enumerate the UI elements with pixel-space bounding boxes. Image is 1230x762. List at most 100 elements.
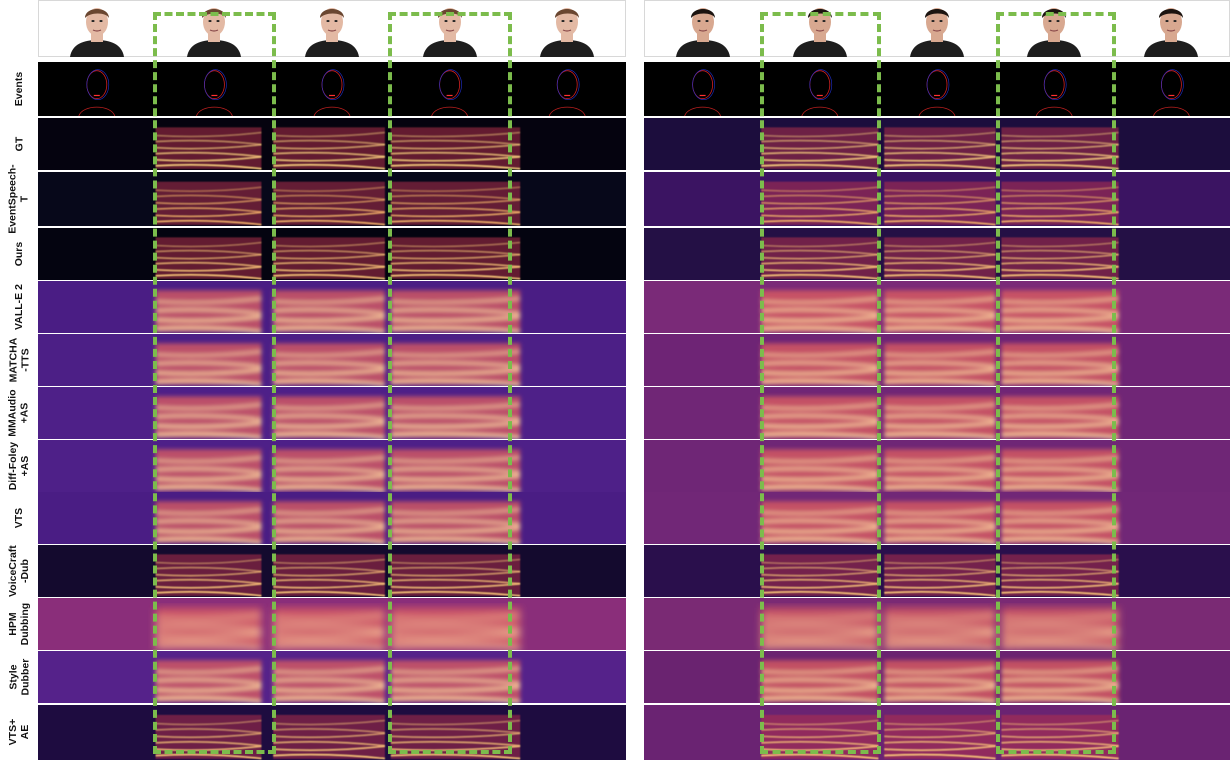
speech-segment bbox=[884, 714, 996, 760]
speech-segment bbox=[390, 660, 521, 703]
speech-segment bbox=[155, 554, 262, 597]
speech-segment bbox=[1001, 396, 1119, 439]
spectrogram-image bbox=[155, 396, 521, 439]
spectrogram-image bbox=[761, 501, 1119, 544]
event-outline bbox=[1035, 69, 1073, 116]
row-label-mmaudio-as: MMAudio +AS bbox=[6, 389, 31, 437]
spectrogram-row-gt bbox=[38, 118, 626, 170]
row-label-events: Events bbox=[12, 71, 25, 107]
speech-segment bbox=[1001, 449, 1119, 492]
spectrogram-row-vts_ae bbox=[644, 705, 1230, 760]
speech-segment bbox=[1001, 607, 1119, 650]
speech-segment bbox=[884, 181, 996, 226]
spectrogram-image bbox=[761, 554, 1119, 597]
spectrogram-row-vts_ae bbox=[38, 705, 626, 760]
speech-segment bbox=[273, 449, 386, 492]
spectrogram-image bbox=[761, 290, 1119, 333]
speech-segment bbox=[761, 501, 879, 544]
video-frame-5 bbox=[508, 0, 626, 57]
face-thumbnail bbox=[69, 8, 124, 57]
face-thumbnail bbox=[187, 8, 242, 57]
right-comparison-panel bbox=[644, 0, 1230, 762]
row-label-valle2: VALL-E 2 bbox=[12, 284, 25, 330]
speech-segment bbox=[761, 607, 879, 650]
spectrogram-image bbox=[761, 127, 1119, 170]
speech-segment bbox=[273, 607, 386, 650]
speech-segment bbox=[390, 237, 521, 280]
spectrogram-row-matcha_tts bbox=[38, 334, 626, 386]
spectrogram-row-vts bbox=[644, 492, 1230, 544]
event-outline bbox=[1153, 69, 1190, 116]
spectrogram-image bbox=[155, 449, 521, 492]
spectrogram-row-mmaudio_as bbox=[38, 387, 626, 439]
speech-segment bbox=[1001, 127, 1119, 170]
event-outline bbox=[918, 69, 956, 116]
spectrogram-image bbox=[155, 290, 521, 333]
speech-segment bbox=[273, 290, 386, 333]
event-outline bbox=[196, 69, 233, 116]
row-label-style-dubber: Style Dubber bbox=[6, 658, 31, 696]
spectrogram-row-eventspeech_t bbox=[644, 172, 1230, 226]
speech-segment bbox=[1001, 660, 1119, 703]
video-frame-4 bbox=[996, 0, 1113, 57]
row-label-difffoley-as: Diff-Foley +AS bbox=[6, 441, 32, 491]
event-outline bbox=[548, 69, 586, 116]
speech-segment bbox=[761, 343, 879, 386]
spectrogram-image bbox=[155, 554, 521, 597]
row-label-eventspeech-t: EventSpeech- T bbox=[6, 164, 32, 234]
spectrogram-row-matcha_tts bbox=[644, 334, 1230, 386]
speech-segment bbox=[155, 714, 262, 760]
speech-segment bbox=[155, 237, 262, 280]
spectrogram-row-gt bbox=[644, 118, 1230, 170]
speech-segment bbox=[761, 290, 879, 333]
spectrogram-image bbox=[155, 343, 521, 386]
speech-segment bbox=[761, 554, 879, 597]
row-label-vts: VTS bbox=[12, 507, 25, 529]
speech-segment bbox=[761, 660, 879, 703]
spectrogram-image bbox=[761, 714, 1119, 760]
spectrogram-row-hpm_dubbing bbox=[38, 598, 626, 650]
video-frame-4 bbox=[391, 0, 509, 57]
speech-segment bbox=[273, 714, 386, 760]
spectrogram-image bbox=[684, 69, 1190, 116]
speech-segment bbox=[884, 660, 996, 703]
video-frame-5 bbox=[1113, 0, 1230, 57]
spectrogram-image bbox=[155, 660, 521, 703]
spectrogram-row-style_dubber bbox=[38, 651, 626, 703]
speech-segment bbox=[884, 396, 996, 439]
spectrogram-row-style_dubber bbox=[644, 651, 1230, 703]
video-frame-2 bbox=[761, 0, 878, 57]
speech-segment bbox=[390, 396, 521, 439]
speech-segment bbox=[390, 343, 521, 386]
speech-segment bbox=[1001, 554, 1119, 597]
spectrogram-image bbox=[761, 237, 1119, 280]
speech-segment bbox=[884, 290, 996, 333]
face-thumbnail bbox=[1144, 8, 1199, 57]
speech-segment bbox=[1001, 714, 1119, 760]
spectrogram-row-valle2 bbox=[644, 281, 1230, 333]
left-comparison-panel bbox=[38, 0, 626, 762]
spectrogram-image bbox=[761, 181, 1119, 226]
event-outline bbox=[431, 69, 468, 116]
speech-segment bbox=[1001, 343, 1119, 386]
row-label-voicecraft-dub: VoiceCraft -Dub bbox=[6, 545, 31, 597]
speech-segment bbox=[761, 181, 879, 226]
spectrogram-image bbox=[155, 607, 521, 650]
face-thumbnail bbox=[792, 8, 847, 57]
speech-segment bbox=[155, 449, 262, 492]
spectrogram-row-voicecraft_dub bbox=[644, 545, 1230, 597]
spectrogram-row-difffoley_as bbox=[38, 440, 626, 492]
row-label-ours: Ours bbox=[12, 241, 25, 267]
face-thumbnail bbox=[675, 8, 730, 57]
row-label-vts-ae: VTS+ AE bbox=[6, 719, 31, 746]
speech-segment bbox=[884, 237, 996, 280]
speech-segment bbox=[1001, 290, 1119, 333]
speech-segment bbox=[884, 554, 996, 597]
spectrogram-row-mmaudio_as bbox=[644, 387, 1230, 439]
speech-segment bbox=[1001, 237, 1119, 280]
speech-segment bbox=[273, 501, 386, 544]
spectrogram-image bbox=[761, 449, 1119, 492]
speech-segment bbox=[273, 554, 386, 597]
row-label-hpm-dubbing: HPM Dubbing bbox=[6, 602, 32, 646]
spectrogram-row-events bbox=[644, 62, 1230, 116]
